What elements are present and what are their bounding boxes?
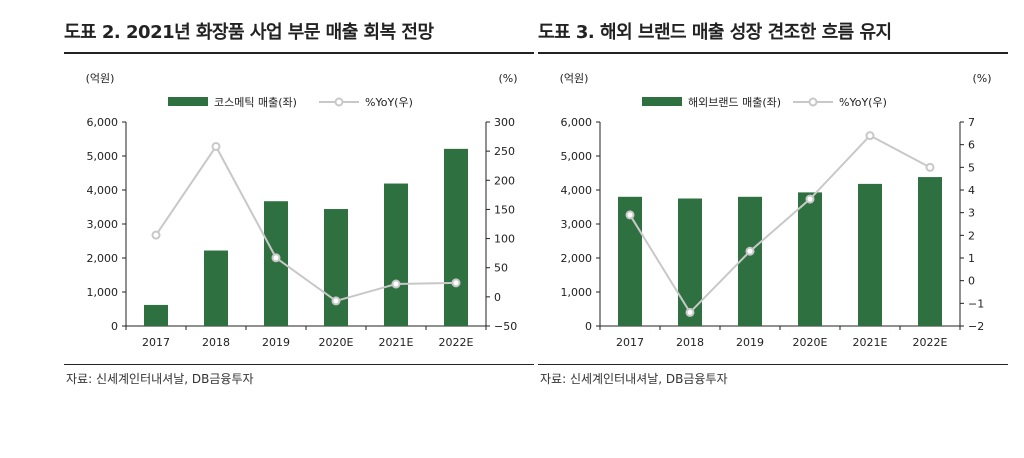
- chart-overseas-brand-sales: (억원) (%) 해외브랜드 매출(좌) %YoY(우) 0 1,000 2,000 3,00…: [560, 72, 992, 349]
- left-axis-tick-label: 6,000: [561, 116, 593, 129]
- yoy-point: [391, 279, 401, 289]
- bar: [384, 183, 408, 326]
- x-axis-tick-label: 2020E: [793, 336, 828, 349]
- right-axis-unit: (%): [972, 72, 991, 85]
- left-axis-unit: (억원): [560, 72, 589, 85]
- title-rule: [538, 52, 1008, 54]
- yoy-line: [629, 134, 931, 315]
- x-axis-tick-label: 2017: [616, 336, 644, 349]
- x-axis-tick-label: 2018: [676, 336, 704, 349]
- chart-panel-cosmetics: 도표 2. 2021년 화장품 사업 부문 매출 회복 전망 (억원) (%) 코스…: [64, 18, 534, 386]
- left-axis-unit: (억원): [86, 72, 115, 85]
- yoy-point: [745, 246, 755, 256]
- yoy-point: [805, 194, 815, 204]
- left-axis-tick-label: 4,000: [87, 184, 119, 197]
- bar: [144, 304, 168, 326]
- legend-line-marker: [334, 97, 344, 107]
- right-axis-tick-label: 200: [494, 174, 515, 187]
- yoy-point: [451, 278, 461, 288]
- right-axis-tick-label: 7: [968, 116, 975, 129]
- source-note: 자료: 신세계인터내셔날, DB금융투자: [66, 372, 254, 386]
- right-axis-tick-label: 4: [968, 184, 975, 197]
- yoy-point: [271, 253, 281, 263]
- bar: [324, 209, 348, 326]
- legend-line-marker: [808, 97, 818, 107]
- yoy-point: [865, 131, 875, 141]
- right-axis-tick-label: −1: [968, 297, 984, 310]
- yoy-point: [151, 230, 161, 240]
- x-axis-tick-label: 2021E: [379, 336, 414, 349]
- x-axis-tick-label: 2020E: [319, 336, 354, 349]
- bar: [444, 148, 468, 326]
- right-axis-tick-label: 2: [968, 229, 975, 242]
- left-axis-tick-label: 6,000: [87, 116, 119, 129]
- x-axis-tick-label: 2019: [262, 336, 290, 349]
- left-axis-tick-label: 1,000: [87, 286, 119, 299]
- footer-rule: [64, 364, 534, 365]
- left-axis-tick-label: 5,000: [561, 150, 593, 163]
- bar: [678, 198, 702, 326]
- left-axis-tick-label: 2,000: [87, 252, 119, 265]
- chart-title: 도표 3. 해외 브랜드 매출 성장 견조한 흐름 유지: [538, 22, 892, 43]
- right-axis-tick-label: 50: [494, 262, 508, 275]
- x-axis-tick-label: 2021E: [853, 336, 888, 349]
- right-axis-tick-label: 1: [968, 252, 975, 265]
- bar: [738, 196, 762, 326]
- bar: [798, 192, 822, 326]
- x-axis-tick-label: 2022E: [913, 336, 948, 349]
- yoy-point: [625, 210, 635, 220]
- yoy-point: [685, 307, 695, 317]
- left-axis-tick-label: 1,000: [561, 286, 593, 299]
- chart-title: 도표 2. 2021년 화장품 사업 부문 매출 회복 전망: [64, 22, 434, 43]
- right-axis-tick-label: 300: [494, 116, 515, 129]
- bar: [858, 183, 882, 326]
- right-axis-tick-label: 250: [494, 145, 515, 158]
- left-axis-tick-label: 5,000: [87, 150, 119, 163]
- legend-bar-label: 해외브랜드 매출(좌): [688, 95, 781, 109]
- legend-bar-swatch: [168, 97, 208, 106]
- legend-bar-label: 코스메틱 매출(좌): [214, 96, 297, 109]
- yoy-line: [155, 144, 457, 303]
- x-axis-tick-label: 2019: [736, 336, 764, 349]
- left-axis-tick-label: 3,000: [561, 218, 593, 231]
- right-axis-tick-label: 3: [968, 207, 975, 220]
- left-axis-tick-label: 0: [585, 320, 592, 333]
- right-axis-tick-label: 150: [494, 203, 515, 216]
- legend-line-label: %YoY(우): [839, 96, 887, 109]
- right-axis-tick-label: 0: [494, 291, 501, 304]
- right-axis-unit: (%): [498, 72, 517, 85]
- left-axis-tick-label: 3,000: [87, 218, 119, 231]
- source-note: 자료: 신세계인터내셔날, DB금융투자: [540, 372, 728, 386]
- x-axis-tick-label: 2017: [142, 336, 170, 349]
- chart-cosmetics-sales: (억원) (%) 코스메틱 매출(좌) %YoY(우) 0 1,000 2,000 3,000…: [86, 72, 518, 349]
- yoy-point: [331, 296, 341, 306]
- legend-line-label: %YoY(우): [365, 96, 413, 109]
- left-axis-tick-label: 0: [111, 320, 118, 333]
- legend-bar-swatch: [642, 97, 682, 106]
- left-axis-tick-label: 4,000: [561, 184, 593, 197]
- bar: [204, 250, 228, 326]
- title-rule: [64, 52, 534, 54]
- x-axis-tick-label: 2022E: [439, 336, 474, 349]
- right-axis-tick-label: 0: [968, 275, 975, 288]
- right-axis-tick-label: 6: [968, 139, 975, 152]
- x-axis-tick-label: 2018: [202, 336, 230, 349]
- footer-rule: [538, 364, 1008, 365]
- yoy-point: [925, 162, 935, 172]
- chart-panel-overseas-brands: 도표 3. 해외 브랜드 매출 성장 견조한 흐름 유지 (억원) (%) 해외브랜…: [538, 18, 1008, 386]
- yoy-point: [211, 141, 221, 151]
- left-axis-tick-label: 2,000: [561, 252, 593, 265]
- right-axis-tick-label: −50: [494, 320, 517, 333]
- bar: [918, 177, 942, 326]
- right-axis-tick-label: −2: [968, 320, 984, 333]
- right-axis-tick-label: 5: [968, 161, 975, 174]
- right-axis-tick-label: 100: [494, 233, 515, 246]
